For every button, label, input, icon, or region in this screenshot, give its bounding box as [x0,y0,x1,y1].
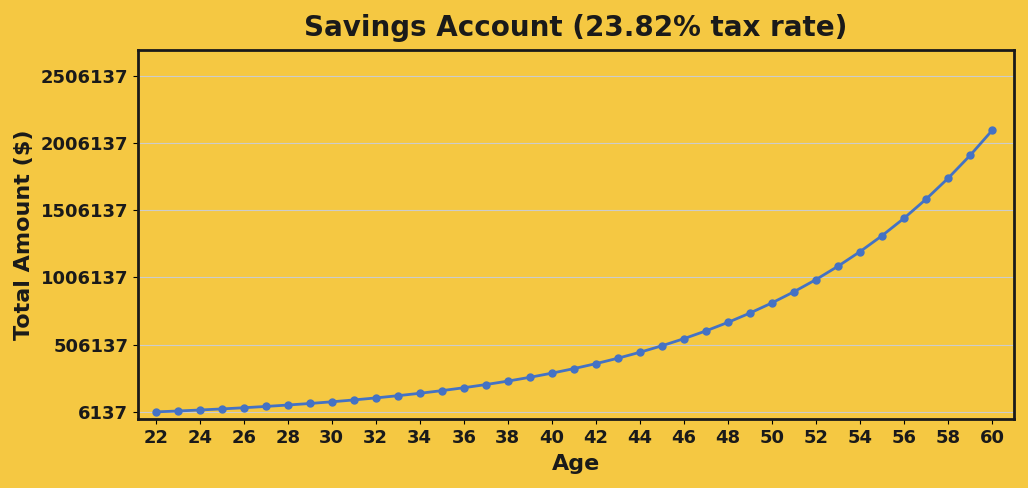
X-axis label: Age: Age [552,454,600,474]
Y-axis label: Total Amount ($): Total Amount ($) [14,129,34,340]
Title: Savings Account (23.82% tax rate): Savings Account (23.82% tax rate) [304,14,848,42]
